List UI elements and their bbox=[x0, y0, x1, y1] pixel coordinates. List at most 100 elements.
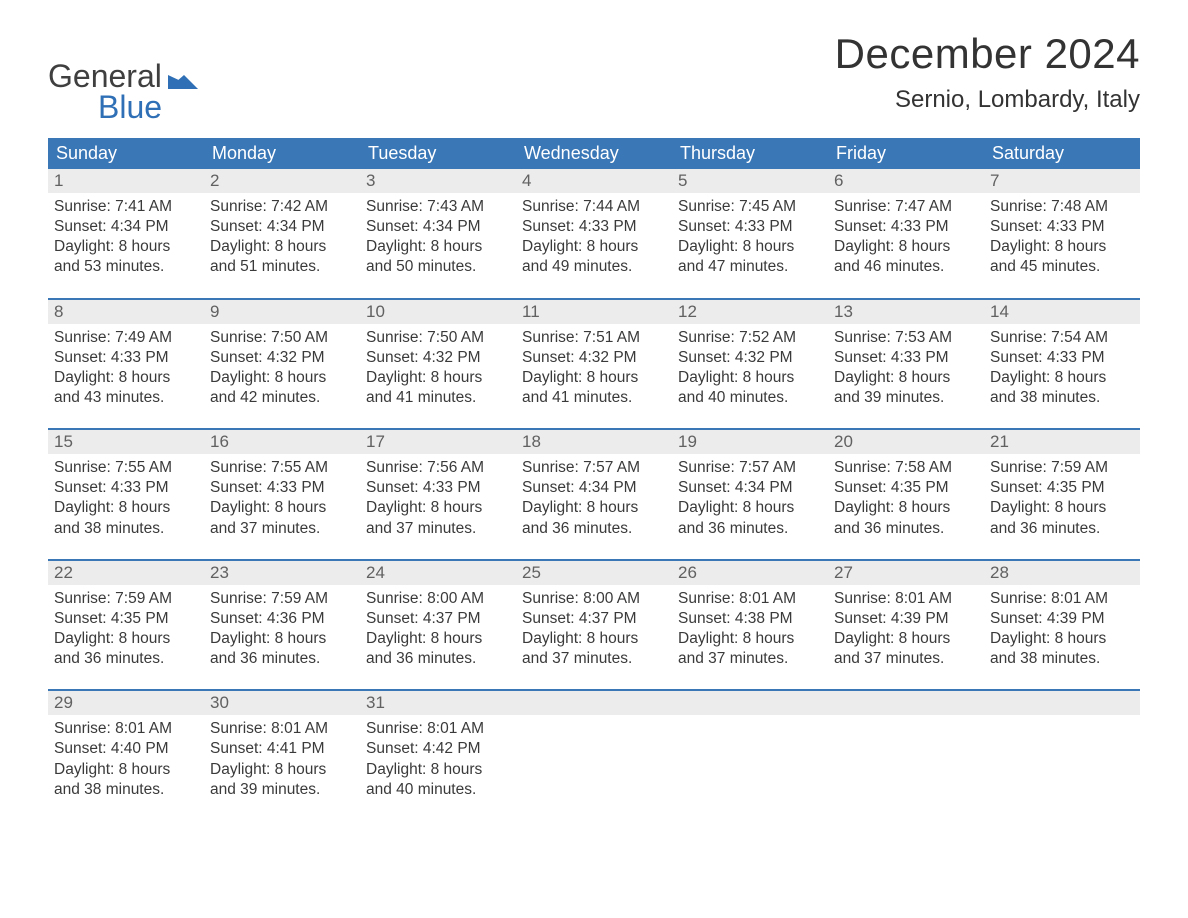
sunrise-line: Sunrise: 7:50 AM bbox=[366, 328, 510, 348]
sunset-line: Sunset: 4:33 PM bbox=[522, 217, 666, 237]
sunset-line: Sunset: 4:33 PM bbox=[834, 348, 978, 368]
day-number: 20 bbox=[828, 430, 984, 454]
sunrise-line: Sunrise: 8:01 AM bbox=[54, 719, 198, 739]
header: General Blue December 2024 Sernio, Lomba… bbox=[48, 30, 1140, 126]
day-number: 26 bbox=[672, 561, 828, 585]
day-header-tue: Tuesday bbox=[360, 138, 516, 169]
sunset-line: Sunset: 4:34 PM bbox=[522, 478, 666, 498]
sunrise-line: Sunrise: 8:01 AM bbox=[834, 589, 978, 609]
sunset-line: Sunset: 4:34 PM bbox=[366, 217, 510, 237]
daylight-line-1: Daylight: 8 hours bbox=[54, 760, 198, 780]
daylight-line-1: Daylight: 8 hours bbox=[990, 498, 1134, 518]
week-row: 891011121314Sunrise: 7:49 AMSunset: 4:33… bbox=[48, 298, 1140, 413]
day-number bbox=[516, 691, 672, 715]
daylight-line-1: Daylight: 8 hours bbox=[834, 368, 978, 388]
daylight-line-1: Daylight: 8 hours bbox=[366, 760, 510, 780]
day-number: 2 bbox=[204, 169, 360, 193]
day-number: 22 bbox=[48, 561, 204, 585]
day-header-thu: Thursday bbox=[672, 138, 828, 169]
sunrise-line: Sunrise: 7:45 AM bbox=[678, 197, 822, 217]
daylight-line-2: and 38 minutes. bbox=[54, 780, 198, 800]
daylight-line-1: Daylight: 8 hours bbox=[522, 237, 666, 257]
sunset-line: Sunset: 4:35 PM bbox=[834, 478, 978, 498]
day-number: 6 bbox=[828, 169, 984, 193]
daynum-row: 293031 bbox=[48, 691, 1140, 715]
day-cell: Sunrise: 8:01 AMSunset: 4:41 PMDaylight:… bbox=[204, 715, 360, 804]
day-cell: Sunrise: 7:49 AMSunset: 4:33 PMDaylight:… bbox=[48, 324, 204, 413]
day-number: 17 bbox=[360, 430, 516, 454]
daylight-line-1: Daylight: 8 hours bbox=[678, 237, 822, 257]
daylight-line-2: and 37 minutes. bbox=[210, 519, 354, 539]
daylight-line-1: Daylight: 8 hours bbox=[678, 368, 822, 388]
daylight-line-2: and 50 minutes. bbox=[366, 257, 510, 277]
sunset-line: Sunset: 4:32 PM bbox=[522, 348, 666, 368]
day-headers: Sunday Monday Tuesday Wednesday Thursday… bbox=[48, 138, 1140, 169]
day-cell: Sunrise: 8:01 AMSunset: 4:42 PMDaylight:… bbox=[360, 715, 516, 804]
sunrise-line: Sunrise: 7:57 AM bbox=[678, 458, 822, 478]
daylight-line-2: and 51 minutes. bbox=[210, 257, 354, 277]
day-cell: Sunrise: 7:58 AMSunset: 4:35 PMDaylight:… bbox=[828, 454, 984, 543]
daylight-line-1: Daylight: 8 hours bbox=[366, 629, 510, 649]
daylight-line-2: and 37 minutes. bbox=[366, 519, 510, 539]
sunset-line: Sunset: 4:32 PM bbox=[210, 348, 354, 368]
daynum-row: 15161718192021 bbox=[48, 430, 1140, 454]
sunset-line: Sunset: 4:40 PM bbox=[54, 739, 198, 759]
sunset-line: Sunset: 4:33 PM bbox=[990, 348, 1134, 368]
day-number: 19 bbox=[672, 430, 828, 454]
sunrise-line: Sunrise: 7:47 AM bbox=[834, 197, 978, 217]
day-number: 15 bbox=[48, 430, 204, 454]
daylight-line-1: Daylight: 8 hours bbox=[54, 629, 198, 649]
sunset-line: Sunset: 4:34 PM bbox=[54, 217, 198, 237]
day-cell: Sunrise: 7:57 AMSunset: 4:34 PMDaylight:… bbox=[516, 454, 672, 543]
sunset-line: Sunset: 4:36 PM bbox=[210, 609, 354, 629]
day-cell: Sunrise: 7:53 AMSunset: 4:33 PMDaylight:… bbox=[828, 324, 984, 413]
day-number: 28 bbox=[984, 561, 1140, 585]
month-title: December 2024 bbox=[835, 30, 1140, 78]
day-cell: Sunrise: 7:41 AMSunset: 4:34 PMDaylight:… bbox=[48, 193, 204, 282]
day-cell: Sunrise: 7:45 AMSunset: 4:33 PMDaylight:… bbox=[672, 193, 828, 282]
daylight-line-2: and 37 minutes. bbox=[678, 649, 822, 669]
day-cell: Sunrise: 7:50 AMSunset: 4:32 PMDaylight:… bbox=[204, 324, 360, 413]
daylight-line-2: and 36 minutes. bbox=[522, 519, 666, 539]
sunset-line: Sunset: 4:33 PM bbox=[834, 217, 978, 237]
day-number: 27 bbox=[828, 561, 984, 585]
sunrise-line: Sunrise: 7:48 AM bbox=[990, 197, 1134, 217]
sunrise-line: Sunrise: 8:01 AM bbox=[678, 589, 822, 609]
week-row: 15161718192021Sunrise: 7:55 AMSunset: 4:… bbox=[48, 428, 1140, 543]
day-cell bbox=[984, 715, 1140, 804]
sunset-line: Sunset: 4:38 PM bbox=[678, 609, 822, 629]
sunrise-line: Sunrise: 8:01 AM bbox=[366, 719, 510, 739]
daylight-line-2: and 46 minutes. bbox=[834, 257, 978, 277]
location: Sernio, Lombardy, Italy bbox=[835, 86, 1140, 114]
daylight-line-2: and 40 minutes. bbox=[678, 388, 822, 408]
weeks-container: 1234567Sunrise: 7:41 AMSunset: 4:34 PMDa… bbox=[48, 169, 1140, 804]
brand-part2: Blue bbox=[98, 89, 198, 126]
flag-icon bbox=[168, 69, 198, 89]
week-row: 22232425262728Sunrise: 7:59 AMSunset: 4:… bbox=[48, 559, 1140, 674]
day-number: 3 bbox=[360, 169, 516, 193]
sunrise-line: Sunrise: 7:41 AM bbox=[54, 197, 198, 217]
day-cell: Sunrise: 8:00 AMSunset: 4:37 PMDaylight:… bbox=[516, 585, 672, 674]
day-cell: Sunrise: 7:51 AMSunset: 4:32 PMDaylight:… bbox=[516, 324, 672, 413]
daylight-line-2: and 45 minutes. bbox=[990, 257, 1134, 277]
sunrise-line: Sunrise: 8:01 AM bbox=[210, 719, 354, 739]
sunrise-line: Sunrise: 7:49 AM bbox=[54, 328, 198, 348]
daynum-row: 891011121314 bbox=[48, 300, 1140, 324]
daynum-row: 1234567 bbox=[48, 169, 1140, 193]
daylight-line-2: and 37 minutes. bbox=[522, 649, 666, 669]
sunrise-line: Sunrise: 7:59 AM bbox=[210, 589, 354, 609]
daynum-row: 22232425262728 bbox=[48, 561, 1140, 585]
brand-logo: General Blue bbox=[48, 30, 198, 126]
sunrise-line: Sunrise: 7:42 AM bbox=[210, 197, 354, 217]
day-cell: Sunrise: 7:54 AMSunset: 4:33 PMDaylight:… bbox=[984, 324, 1140, 413]
day-cell: Sunrise: 7:55 AMSunset: 4:33 PMDaylight:… bbox=[204, 454, 360, 543]
day-number: 1 bbox=[48, 169, 204, 193]
day-cell: Sunrise: 7:59 AMSunset: 4:36 PMDaylight:… bbox=[204, 585, 360, 674]
day-number: 18 bbox=[516, 430, 672, 454]
daylight-line-2: and 38 minutes. bbox=[990, 649, 1134, 669]
sunset-line: Sunset: 4:37 PM bbox=[366, 609, 510, 629]
daylight-line-1: Daylight: 8 hours bbox=[990, 368, 1134, 388]
sunrise-line: Sunrise: 8:01 AM bbox=[990, 589, 1134, 609]
day-number: 21 bbox=[984, 430, 1140, 454]
week-row: 1234567Sunrise: 7:41 AMSunset: 4:34 PMDa… bbox=[48, 169, 1140, 282]
